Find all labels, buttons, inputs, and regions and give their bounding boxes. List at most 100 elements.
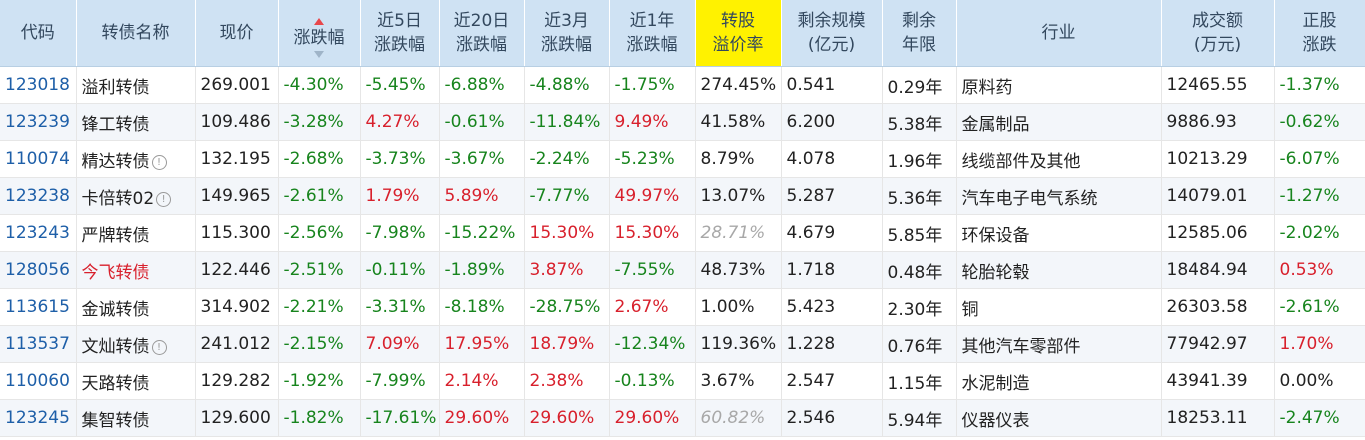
cell-code[interactable]: 110060 — [0, 362, 77, 400]
cell-chg20: -8.18% — [439, 288, 525, 326]
cell-industry: 线缆部件及其他 — [956, 140, 1162, 178]
sort-down-icon — [314, 51, 324, 58]
cell-scale-value: 4.679 — [786, 223, 836, 243]
cell-chg-value: -2.51% — [283, 260, 344, 280]
cell-chg1y-value: -0.13% — [614, 371, 675, 391]
cell-chg3m-value: 3.87% — [529, 260, 584, 280]
cell-chg1y-value: 29.60% — [614, 408, 680, 428]
cell-code[interactable]: 123018 — [0, 66, 77, 104]
column-header-scale[interactable]: 剩余规模 (亿元) — [781, 0, 883, 67]
column-header-premium[interactable]: 转股 溢价率 — [695, 0, 782, 67]
cell-name[interactable]: 金诚转债 — [76, 288, 196, 326]
column-header-name[interactable]: 转债名称 — [76, 0, 196, 67]
cell-code[interactable]: 123239 — [0, 103, 77, 141]
cell-name[interactable]: 集智转债 — [76, 399, 196, 437]
cell-code[interactable]: 123245 — [0, 399, 77, 437]
cell-chg3m: -28.75% — [524, 288, 610, 326]
cell-chg20: 2.14% — [439, 362, 525, 400]
cell-price: 269.001 — [195, 66, 279, 104]
cell-industry-value: 汽车电子电气系统 — [961, 188, 1098, 209]
column-header-price[interactable]: 现价 — [195, 0, 279, 67]
cell-code[interactable]: 123243 — [0, 214, 77, 252]
cell-chg1y: 2.67% — [609, 288, 696, 326]
cell-name[interactable]: 锋工转债 — [76, 103, 196, 141]
cell-industry-value: 轮胎轮毂 — [961, 262, 1030, 283]
cell-code-value: 123238 — [5, 186, 70, 206]
cell-years-value: 1.96年 — [887, 151, 943, 172]
column-header-years[interactable]: 剩余 年限 — [882, 0, 957, 67]
table-row[interactable]: 113537 文灿转债! 241.012 -2.15% 7.09% 17.95% 18.79… — [0, 325, 1365, 363]
cell-chg5: -7.99% — [360, 362, 440, 400]
info-icon[interactable]: ! — [156, 191, 172, 207]
cell-chg1y: 29.60% — [609, 399, 696, 437]
cell-name[interactable]: 文灿转债! — [76, 325, 196, 363]
cell-premium-value: 8.79% — [700, 149, 755, 169]
cell-code[interactable]: 110074 — [0, 140, 77, 178]
info-icon[interactable]: ! — [151, 339, 167, 355]
cell-price-value: 109.486 — [200, 112, 271, 132]
column-header-volume[interactable]: 成交额 (万元) — [1161, 0, 1275, 67]
table-row[interactable]: 128056 今飞转债 122.446 -2.51% -0.11% -1.89% 3.87%… — [0, 251, 1365, 289]
column-header-chg20[interactable]: 近20日 涨跌幅 — [439, 0, 525, 67]
cell-name[interactable]: 严牌转债 — [76, 214, 196, 252]
table-row[interactable]: 110060 天路转债 129.282 -1.92% -7.99% 2.14% 2.38% -… — [0, 362, 1365, 400]
cell-chg5: -0.11% — [360, 251, 440, 289]
cell-industry: 其他汽车零部件 — [956, 325, 1162, 363]
cell-name[interactable]: 卡倍转02! — [76, 177, 196, 215]
cell-volume: 12465.55 — [1161, 66, 1275, 104]
cell-chg5-value: -7.98% — [365, 223, 426, 243]
cell-industry: 铜 — [956, 288, 1162, 326]
cell-chg: -1.82% — [278, 399, 361, 437]
cell-code-value: 123245 — [5, 408, 70, 428]
cell-name[interactable]: 天路转债 — [76, 362, 196, 400]
cell-code[interactable]: 123238 — [0, 177, 77, 215]
cell-years: 1.15年 — [882, 362, 957, 400]
cell-code[interactable]: 128056 — [0, 251, 77, 289]
cell-name[interactable]: 溢利转债 — [76, 66, 196, 104]
cell-industry-value: 水泥制造 — [961, 373, 1030, 394]
cell-price: 314.902 — [195, 288, 279, 326]
column-header-code[interactable]: 代码 — [0, 0, 77, 67]
table-row[interactable]: 123243 严牌转债 115.300 -2.56% -7.98% -15.22% 15.3… — [0, 214, 1365, 252]
column-header-chg5[interactable]: 近5日 涨跌幅 — [360, 0, 440, 67]
table-row[interactable]: 123239 锋工转债 109.486 -3.28% 4.27% -0.61% -11.84… — [0, 103, 1365, 141]
info-icon[interactable]: ! — [151, 154, 167, 170]
column-header-chg3m[interactable]: 近3月 涨跌幅 — [524, 0, 610, 67]
table-row[interactable]: 113615 金诚转债 314.902 -2.21% -3.31% -8.18% -28.7… — [0, 288, 1365, 326]
cell-chg20-value: 29.60% — [444, 408, 510, 428]
cell-chg: -2.61% — [278, 177, 361, 215]
cell-price: 115.300 — [195, 214, 279, 252]
cell-stock_chg: -2.47% — [1274, 399, 1365, 437]
column-header-stock_chg[interactable]: 正股 涨跌 — [1274, 0, 1365, 67]
cell-scale-value: 5.287 — [786, 186, 836, 206]
sort-indicator: 涨跌幅 — [294, 18, 345, 58]
cell-scale-value: 1.228 — [786, 334, 836, 354]
cell-volume-value: 9886.93 — [1166, 112, 1237, 132]
column-header-industry[interactable]: 行业 — [956, 0, 1162, 67]
cell-chg5: -3.73% — [360, 140, 440, 178]
column-header-chg[interactable]: 涨跌幅 — [278, 0, 361, 67]
cell-name[interactable]: 今飞转债 — [76, 251, 196, 289]
cell-stock_chg-value: -1.27% — [1279, 186, 1340, 206]
cell-volume: 77942.97 — [1161, 325, 1275, 363]
cell-chg5: -7.98% — [360, 214, 440, 252]
column-header-chg1y[interactable]: 近1年 涨跌幅 — [609, 0, 696, 67]
cell-stock_chg-value: -2.02% — [1279, 223, 1340, 243]
cell-chg20: -1.89% — [439, 251, 525, 289]
cell-industry-value: 线缆部件及其他 — [961, 151, 1081, 172]
cell-years: 5.85年 — [882, 214, 957, 252]
cell-code[interactable]: 113615 — [0, 288, 77, 326]
table-row[interactable]: 123238 卡倍转02! 149.965 -2.61% 1.79% 5.89% -7.77… — [0, 177, 1365, 215]
table-row[interactable]: 123245 集智转债 129.600 -1.82% -17.61% 29.60% 29.6… — [0, 399, 1365, 437]
cell-price-value: 122.446 — [200, 260, 271, 280]
column-header-label: 转股 溢价率 — [712, 11, 764, 55]
table-row[interactable]: 123018 溢利转债 269.001 -4.30% -5.45% -6.88% -4.88… — [0, 66, 1365, 104]
table-row[interactable]: 110074 精达转债! 132.195 -2.68% -3.73% -3.67% -2.2… — [0, 140, 1365, 178]
cell-volume-value: 77942.97 — [1166, 334, 1248, 354]
cell-name[interactable]: 精达转债! — [76, 140, 196, 178]
cell-years-value: 5.36年 — [887, 188, 943, 209]
cell-stock_chg: -2.02% — [1274, 214, 1365, 252]
cell-chg-value: -2.61% — [283, 186, 344, 206]
cell-name-value: 今飞转债 — [81, 262, 150, 283]
cell-code[interactable]: 113537 — [0, 325, 77, 363]
